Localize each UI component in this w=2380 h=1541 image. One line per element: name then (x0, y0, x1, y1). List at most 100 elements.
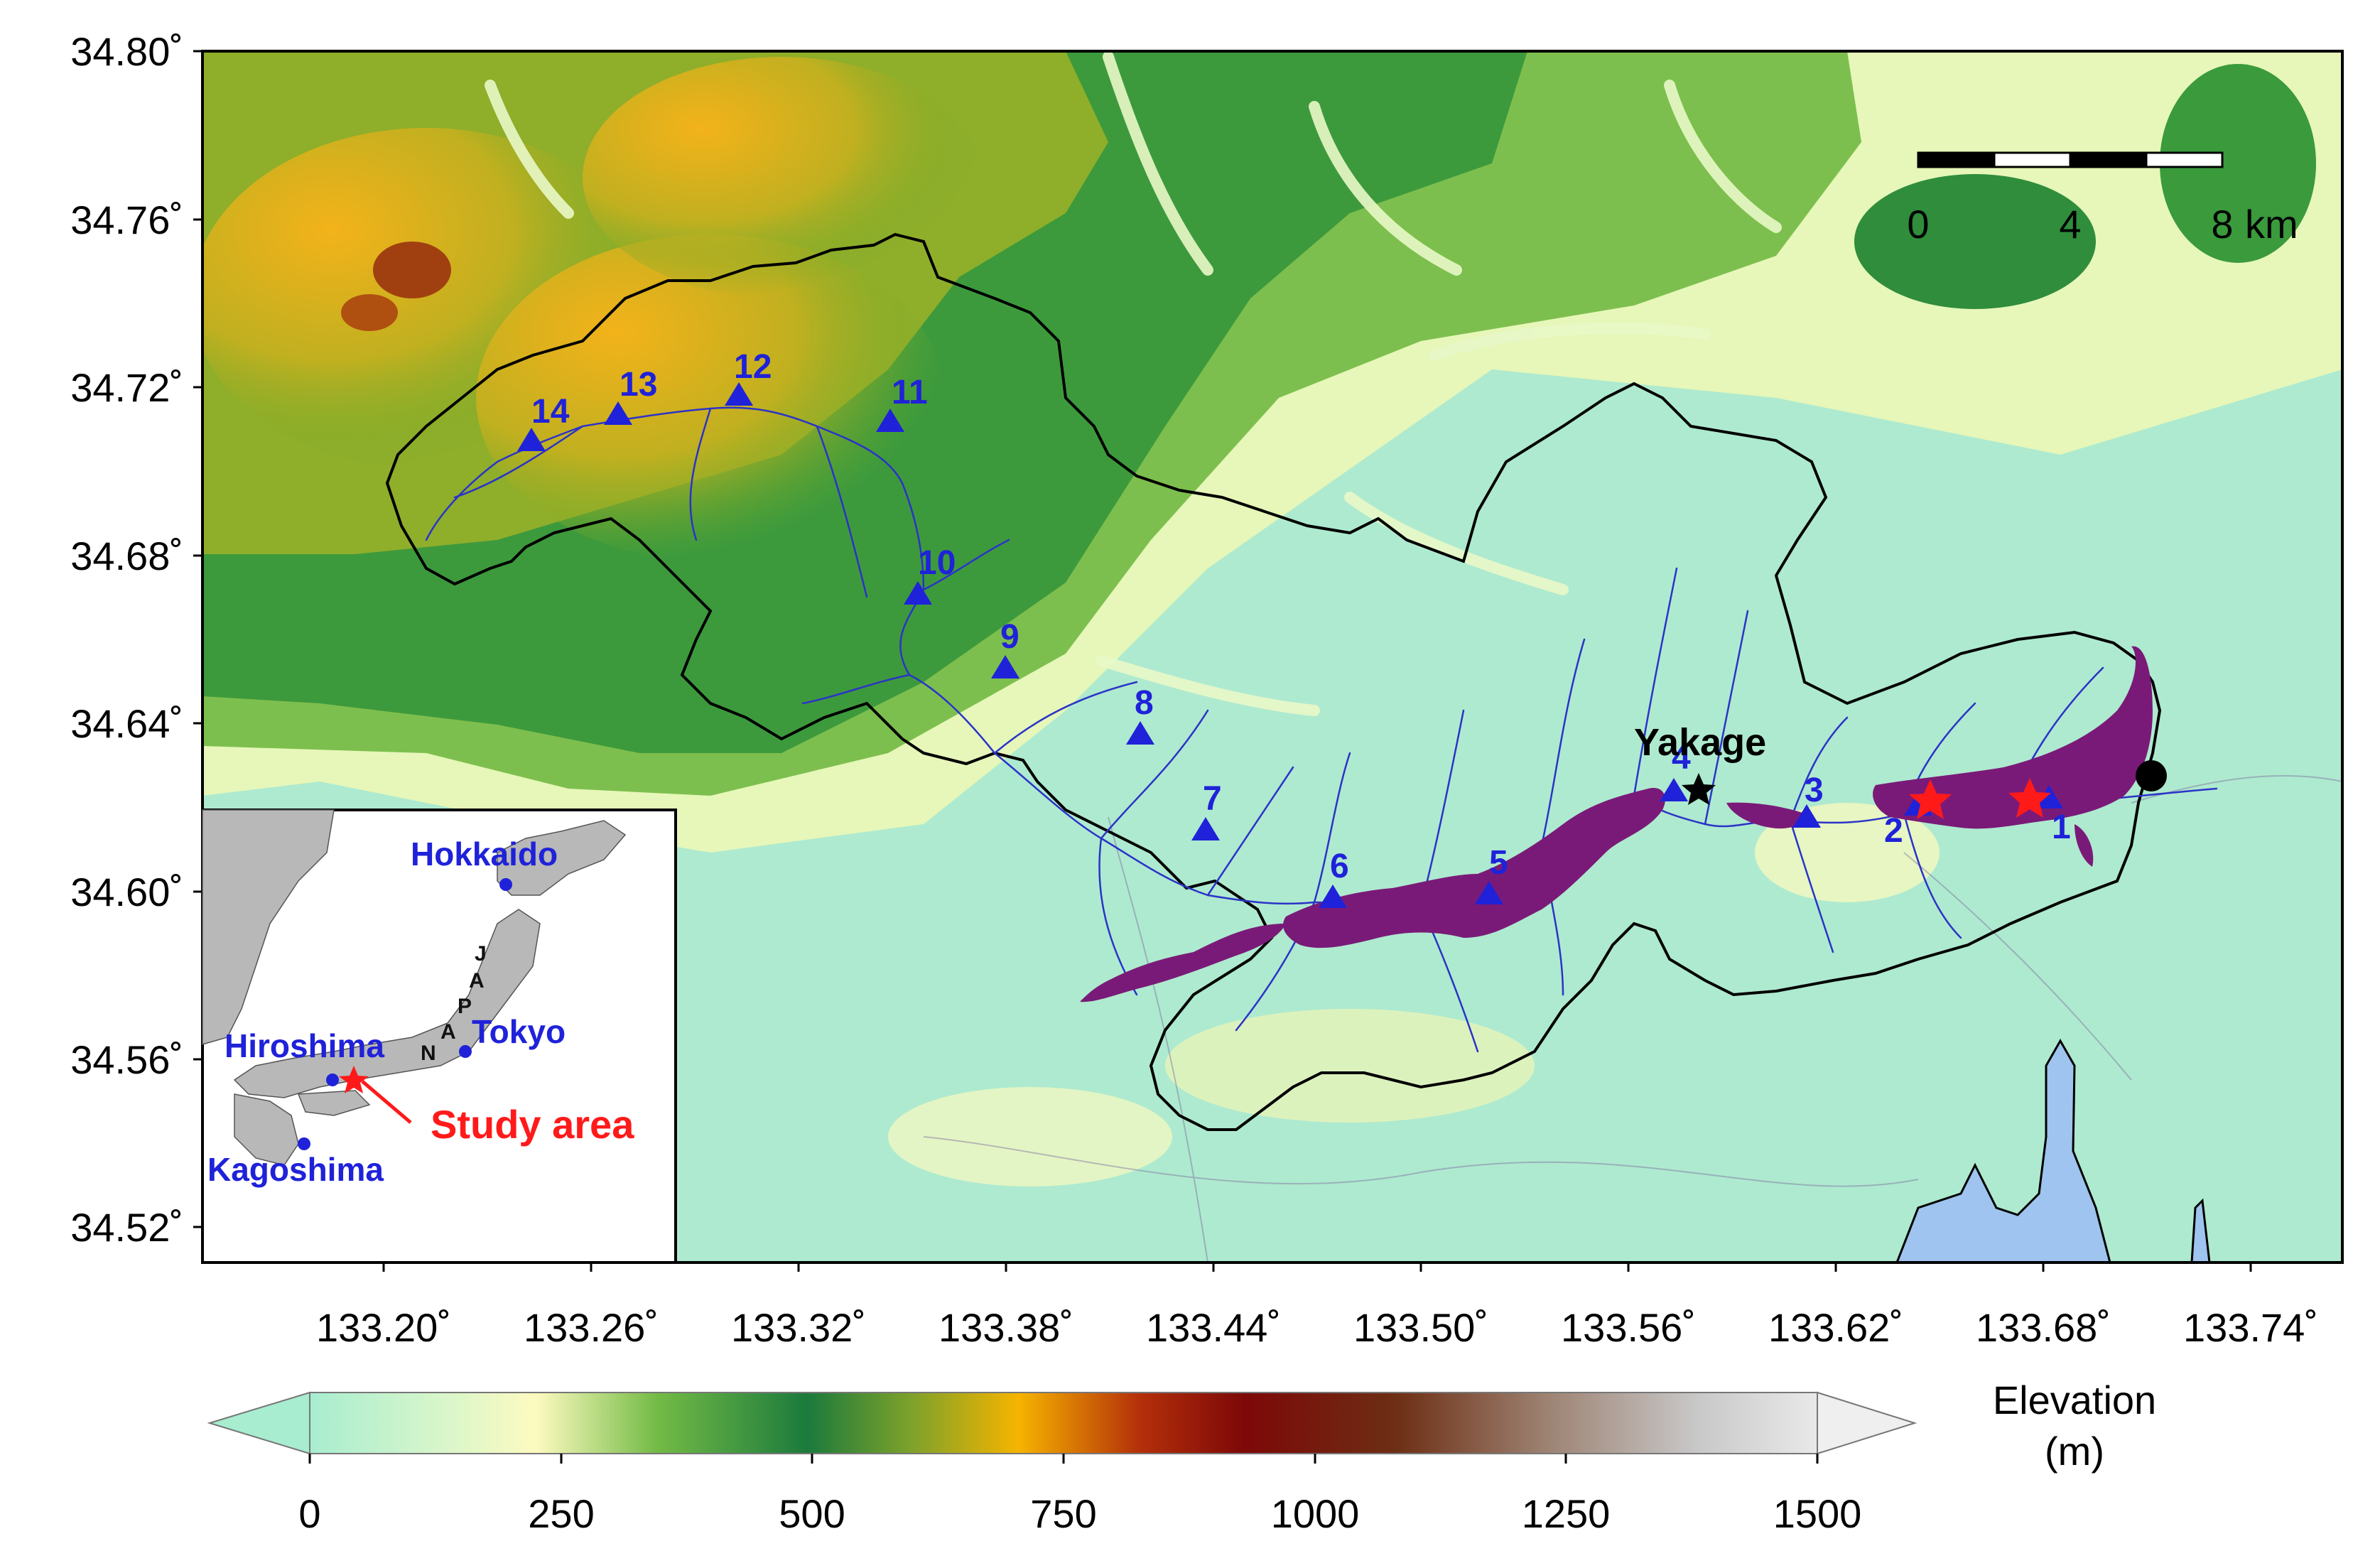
inset-hiroshima-dot (326, 1074, 339, 1086)
sea-area (1895, 1038, 2111, 1262)
lon-tick-label: 133.50˚ (1353, 1305, 1488, 1350)
lon-tick-label: 133.20˚ (316, 1305, 451, 1350)
terrain-highland-3 (583, 57, 980, 298)
station-marker (876, 409, 904, 432)
station-marker (725, 382, 753, 406)
river-network (425, 406, 2218, 1053)
lon-tick-label: 133.74˚ (2183, 1305, 2318, 1350)
scale-bar-label: 4 (2059, 202, 2081, 247)
inset-tokyo-dot (459, 1045, 472, 1058)
flood-point-star (2008, 778, 2051, 818)
station-label: 7 (1203, 780, 1222, 818)
lon-tick-label: 133.26˚ (524, 1305, 659, 1350)
colorbar-min-triangle (207, 1391, 310, 1455)
colorbar-ramp (309, 1392, 1818, 1454)
map-frame (201, 50, 2344, 1264)
latitude-labels: 34.80˚ 34.76˚ 34.72˚ 34.68˚ 34.64˚ 34.60… (70, 29, 183, 1250)
lon-tick-label: 133.56˚ (1561, 1305, 1696, 1350)
colorbar-tick-label: 0 (298, 1491, 320, 1536)
station-marker (2035, 785, 2063, 809)
terrain-south-hill-2 (888, 1087, 1172, 1186)
longitude-labels: 133.20˚ 133.26˚ 133.32˚ 133.38˚ 133.44˚ … (316, 1305, 2318, 1350)
lat-tick-label: 34.80˚ (70, 29, 183, 74)
station-marker (604, 401, 632, 425)
elevation-colorbar: 0 250 500 750 1000 1250 1500 Elevation (… (207, 1378, 2156, 1536)
axis-ticks (193, 50, 2252, 1272)
flood-area (1080, 646, 2153, 1002)
inset-label-hokkaido: Hokkaido (411, 836, 558, 872)
station-marker (1191, 817, 1220, 840)
inset-map: Hokkaido Tokyo Hiroshima Kagoshima Study… (201, 809, 677, 1264)
lat-tick-label: 34.52˚ (70, 1205, 183, 1250)
map-panel (202, 51, 2342, 1262)
colorbar-title: Elevation (1993, 1378, 2156, 1422)
inset-label-study-area: Study area (431, 1102, 634, 1147)
lat-tick-label: 34.76˚ (70, 198, 183, 242)
station-label: 4 (1672, 739, 1691, 777)
station-label: 3 (1805, 772, 1824, 809)
station-marker (1660, 778, 1688, 801)
inset-study-area-star (339, 1066, 369, 1093)
station-marker (1792, 804, 1821, 828)
lon-tick-label: 133.68˚ (1976, 1305, 2111, 1350)
scale-bar-label: 8 (2211, 202, 2233, 247)
station-marker (1319, 885, 1347, 908)
station-label: 6 (1330, 848, 1349, 885)
terrain-peak-2 (341, 294, 398, 331)
colorbar-tick-label: 1250 (1522, 1491, 1611, 1536)
lat-tick-label: 34.56˚ (70, 1037, 183, 1082)
station-label: 9 (1000, 618, 1019, 656)
colorbar-tick-label: 1500 (1773, 1491, 1862, 1536)
terrain-ridge-east-1 (1854, 174, 2096, 309)
inset-label-hiroshima: Hiroshima (225, 1027, 384, 1064)
colorbar-unit: (m) (2045, 1429, 2104, 1474)
inset-hokkaido-dot (499, 878, 512, 891)
inset-letter: A (440, 1020, 456, 1044)
colorbar-tick-label: 750 (1030, 1491, 1096, 1536)
station-marker (1126, 721, 1154, 745)
colorbar-tick-label: 500 (779, 1491, 845, 1536)
colorbar-tick-label: 250 (528, 1491, 594, 1536)
inset-korea (202, 809, 335, 1045)
inset-letter: P (458, 995, 472, 1018)
terrain-valleys (485, 51, 1782, 716)
station-label: 13 (620, 366, 657, 404)
station-markers (517, 382, 2063, 908)
lon-tick-label: 133.32˚ (731, 1305, 866, 1350)
lat-tick-label: 34.72˚ (70, 365, 183, 410)
scale-bar: 0 4 8 km (1907, 151, 2298, 247)
station-label: 1 (2052, 809, 2071, 846)
flood-point-star (1909, 779, 1952, 819)
inset-study-area-pointer (361, 1080, 412, 1124)
inset-letter: A (469, 969, 485, 993)
lon-tick-label: 133.62˚ (1768, 1305, 1903, 1350)
station-label: 12 (734, 348, 772, 386)
colorbar-max-triangle (1817, 1391, 1917, 1455)
terrain-highland-2 (476, 234, 945, 561)
watershed-boundary (385, 232, 2162, 1131)
terrain-ridge-south (1165, 1009, 1535, 1123)
lon-tick-label: 133.44˚ (1146, 1305, 1281, 1350)
station-label: 10 (918, 544, 956, 582)
station-label: 8 (1135, 684, 1154, 722)
admin-boundaries (923, 774, 2342, 1262)
station-label: 11 (892, 374, 928, 411)
scale-bar-unit: km (2245, 202, 2298, 247)
station-marker (517, 428, 546, 451)
inset-kagoshima-dot (298, 1137, 310, 1150)
station-label: 14 (531, 393, 570, 431)
yakage-label: Yakage (1634, 721, 1766, 764)
lon-tick-label: 133.38˚ (939, 1305, 1073, 1350)
station-label: 2 (1884, 812, 1903, 850)
sea-area-small (2190, 1198, 2211, 1262)
terrain-ridge-east-2 (2160, 64, 2316, 263)
inset-letter: J (475, 942, 487, 966)
lat-tick-label: 34.68˚ (70, 534, 183, 578)
colorbar-tick-label: 1000 (1271, 1491, 1360, 1536)
inset-label-kagoshima: Kagoshima (207, 1151, 384, 1188)
inset-label-tokyo: Tokyo (472, 1013, 566, 1050)
lat-tick-label: 34.64˚ (70, 701, 183, 746)
station-labels: 1 2 3 4 5 6 7 8 9 10 11 12 13 14 (531, 348, 2071, 885)
station-marker (991, 655, 1019, 678)
